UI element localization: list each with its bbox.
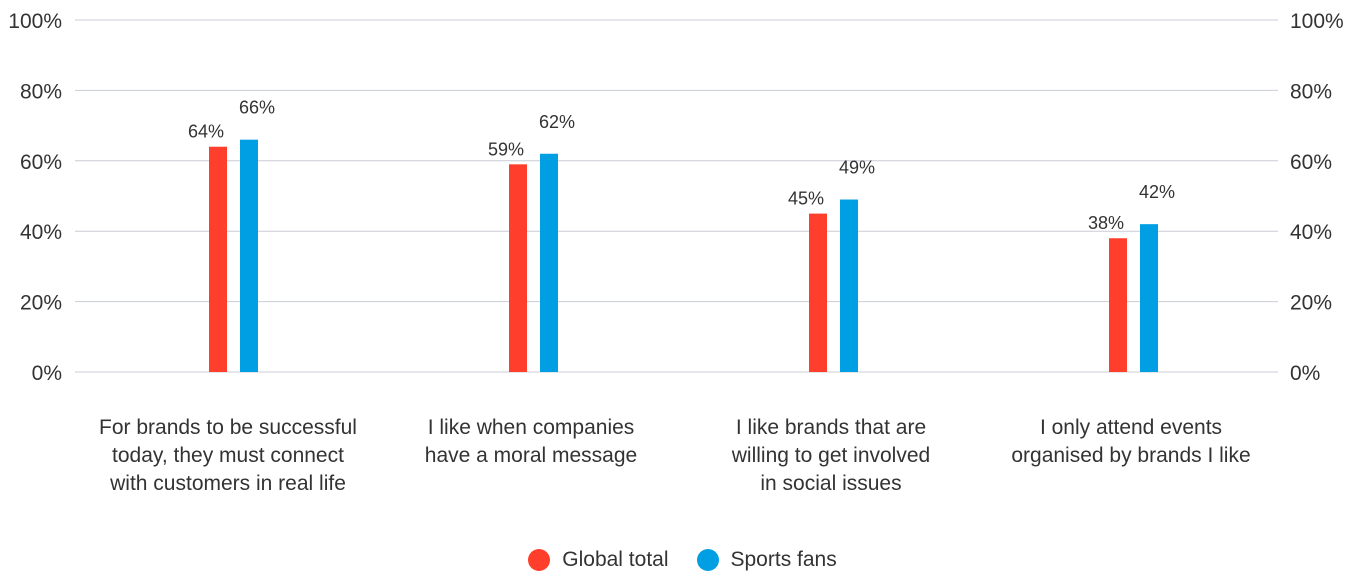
bar: [840, 199, 858, 372]
data-label: 64%: [188, 122, 224, 142]
legend-label: Global total: [562, 548, 669, 571]
y-tick-label-left: 80%: [20, 80, 62, 103]
bar: [809, 213, 827, 372]
chart-legend: Global total Sports fans: [0, 548, 1365, 572]
data-label: 42%: [1139, 182, 1175, 202]
y-tick-label-left: 40%: [20, 221, 62, 244]
y-tick-label-right: 40%: [1290, 221, 1332, 244]
bar: [240, 139, 258, 372]
y-tick-label-right: 60%: [1290, 151, 1332, 174]
category-label-line: I like brands that are: [735, 416, 927, 439]
bar: [509, 164, 527, 372]
bar: [1140, 224, 1158, 372]
category-label-line: in social issues: [760, 472, 902, 495]
category-label-line: I like when companies: [427, 416, 635, 439]
y-tick-label-right: 100%: [1290, 10, 1344, 33]
category-label: I like brands that are willing to get inv…: [671, 414, 991, 498]
y-tick-label-right: 20%: [1290, 292, 1332, 315]
category-label-line: For brands to be successful: [99, 416, 357, 439]
category-label-line: today, they must connect: [112, 444, 344, 467]
y-tick-label-left: 0%: [32, 362, 62, 385]
bar: [1109, 238, 1127, 372]
data-label: 66%: [239, 98, 275, 118]
y-tick-label-left: 60%: [20, 151, 62, 174]
category-label: I only attend events organised by brands …: [971, 414, 1291, 470]
legend-item-sports-fans: Sports fans: [696, 548, 837, 572]
category-label-line: have a moral message: [424, 444, 638, 467]
legend-swatch-sports-fans: [696, 549, 719, 571]
legend-label: Sports fans: [730, 548, 837, 571]
y-tick-label-right: 80%: [1290, 80, 1332, 103]
data-label: 49%: [839, 158, 875, 178]
data-label: 45%: [788, 189, 824, 209]
bar: [540, 153, 558, 372]
category-label: For brands to be successful today, they m…: [68, 414, 388, 498]
category-label-line: with customers in real life: [110, 472, 346, 495]
data-label: 38%: [1088, 213, 1124, 233]
y-tick-label-right: 0%: [1290, 362, 1320, 385]
category-label: I like when companies have a moral messag…: [371, 414, 691, 470]
legend-swatch-global-total: [528, 549, 551, 571]
bar: [209, 146, 227, 372]
y-tick-label-left: 20%: [20, 292, 62, 315]
category-label-line: I only attend events: [1039, 416, 1223, 439]
category-label-line: organised by brands I like: [1011, 444, 1251, 467]
data-label: 59%: [488, 139, 524, 159]
category-label-line: willing to get involved: [731, 444, 931, 467]
y-tick-label-left: 100%: [8, 10, 62, 33]
data-label: 62%: [539, 112, 575, 132]
legend-item-global-total: Global total: [528, 548, 669, 572]
